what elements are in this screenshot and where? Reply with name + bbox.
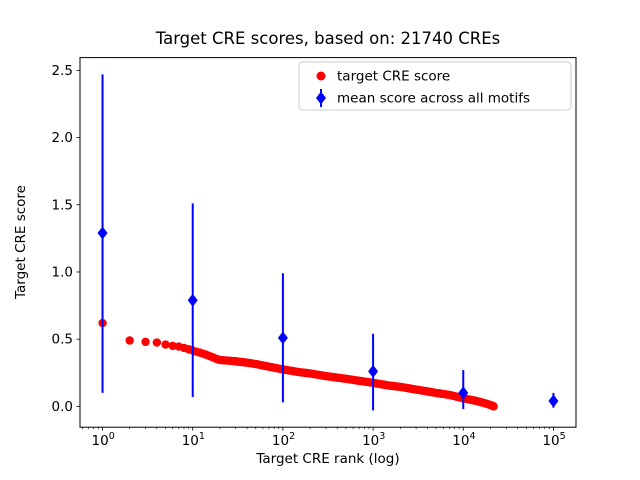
legend-marker-target-score-icon: [316, 71, 326, 81]
x-tick-label: 104: [452, 431, 475, 449]
y-axis-label: Target CRE score: [13, 185, 29, 300]
x-tick-label: 103: [362, 431, 385, 449]
legend-label-mean-score: mean score across all motifs: [337, 91, 530, 107]
data-point-mean-score-diamond: [368, 364, 379, 378]
y-tick-label: 1.0: [52, 264, 73, 280]
data-point-target-score: [141, 337, 150, 347]
x-tick-label: 100: [92, 431, 115, 449]
y-tick-label: 2.0: [52, 130, 73, 146]
chart-title: Target CRE scores, based on: 21740 CREs: [155, 29, 501, 48]
legend-box: [298, 61, 572, 111]
data-point-mean-score-diamond: [277, 331, 288, 345]
legend: target CRE score mean score across all m…: [298, 61, 572, 111]
axes-frame: [79, 57, 577, 428]
y-tick-label: 1.5: [52, 197, 73, 213]
x-tick-label: 105: [542, 431, 565, 449]
data-point-mean-score-diamond: [187, 293, 198, 307]
y-tick-label: 2.5: [52, 63, 73, 79]
data-point-mean-score-diamond: [548, 394, 559, 408]
data-point-target-score: [125, 336, 134, 345]
plot-area: 100 101 102 103 104 105 0.0 0.5 1.0 1.5 2.0 2.5: [52, 57, 577, 449]
x-axis-label: Target CRE rank (log): [255, 451, 399, 467]
data-point-mean-score-diamond: [458, 386, 469, 400]
data-point-mean-score-diamond: [97, 226, 108, 240]
y-tick-label: 0.5: [52, 332, 73, 348]
data-point-target-score: [161, 340, 170, 349]
legend-marker-mean-score-icon: [316, 91, 326, 105]
legend-label-target-score: target CRE score: [337, 69, 450, 85]
data-point-target-score: [489, 402, 498, 411]
x-tick-label: 102: [272, 431, 295, 449]
x-tick-label: 101: [182, 431, 205, 449]
data-point-target-score: [152, 338, 162, 347]
y-tick-label: 0.0: [52, 399, 73, 415]
